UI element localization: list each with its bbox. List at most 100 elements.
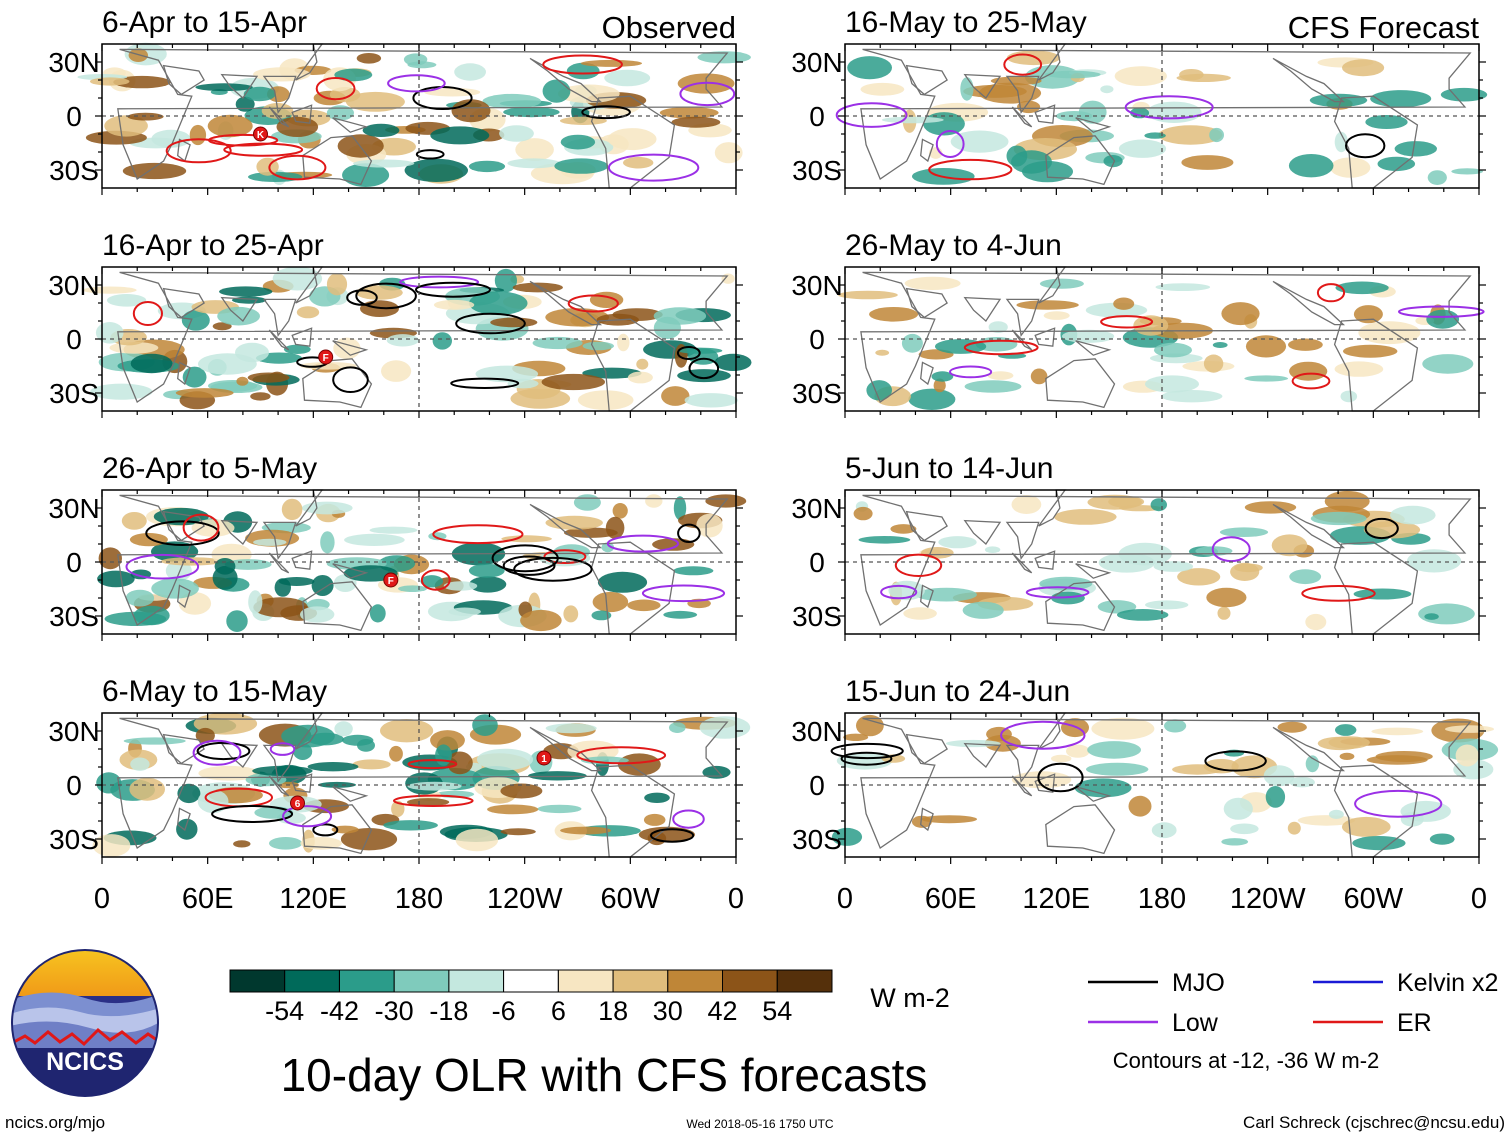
olr-anomaly-blob (1343, 344, 1398, 358)
coastline (529, 726, 603, 772)
olr-anomaly-blob (430, 730, 465, 751)
olr-anomaly-blob (507, 158, 561, 169)
olr-anomaly-blob (177, 783, 201, 804)
coastline (332, 786, 369, 802)
olr-anomaly-blob (89, 77, 130, 86)
olr-anomaly-blob (345, 91, 405, 112)
olr-anomaly-blob (1133, 315, 1169, 336)
olr-anomaly-blob (326, 105, 354, 121)
olr-anomaly-blob (580, 59, 643, 67)
olr-anomaly-blob (577, 390, 634, 410)
coastline (1011, 552, 1033, 574)
olr-anomaly-blob (1455, 744, 1479, 767)
contour-er (182, 513, 220, 542)
olr-anomaly-blob (1440, 87, 1488, 102)
contour-low (192, 739, 242, 766)
coastline (1045, 804, 1116, 855)
contour-mjo (650, 828, 695, 843)
y-tick-label: 0 (809, 770, 825, 801)
olr-anomaly-blob (612, 503, 628, 519)
olr-anomaly-blob (1209, 127, 1224, 143)
olr-anomaly-blob (554, 158, 609, 174)
contour-er (542, 54, 623, 75)
olr-anomaly-blob (669, 722, 686, 733)
olr-anomaly-blob (1422, 354, 1474, 374)
y-tick-label: 30S (49, 824, 99, 855)
olr-anomaly-blob (1074, 778, 1132, 798)
contour-er (894, 553, 943, 577)
coastline (963, 742, 1002, 768)
olr-anomaly-blob (1087, 494, 1142, 510)
y-tick-label: 30S (792, 378, 842, 409)
panel-title: 6-Apr to 15-Apr (102, 6, 307, 39)
panel-title: 5-Jun to 14-Jun (845, 452, 1053, 485)
olr-anomaly-blob (901, 333, 923, 353)
olr-anomaly-blob (424, 87, 481, 97)
panel-title: 16-May to 25-May (845, 6, 1087, 39)
coastline (1272, 280, 1346, 326)
olr-anomaly-blob (253, 67, 311, 82)
olr-anomaly-blob (151, 578, 199, 599)
olr-anomaly-blob (106, 294, 147, 307)
coastline (177, 807, 191, 832)
olr-anomaly-blob (217, 306, 260, 326)
olr-anomaly-blob (333, 337, 361, 360)
olr-anomaly-blob (356, 53, 382, 64)
olr-anomaly-blob (283, 344, 311, 354)
olr-anomaly-blob (1221, 838, 1249, 846)
contour-mjo (830, 742, 904, 760)
olr-anomaly-blob (1145, 375, 1199, 393)
olr-anomaly-blob (866, 380, 892, 401)
continent-outlines (860, 266, 1472, 412)
coastline (268, 552, 290, 574)
x-tick-label: 0 (728, 883, 744, 915)
contour-low (399, 275, 480, 289)
olr-anomaly-blob (843, 733, 869, 741)
olr-anomaly-blob (403, 53, 428, 66)
legend-label: Low (1172, 1009, 1219, 1037)
contour-er (928, 158, 1013, 181)
colorbar-segment (339, 969, 395, 993)
coastline (963, 296, 1002, 322)
olr-anomaly-blob (960, 77, 974, 101)
figure-title: 10-day OLR with CFS forecasts (281, 1049, 928, 1101)
colorbar-segment (284, 969, 340, 993)
coastline (220, 519, 259, 545)
olr-anomaly-blob (1277, 721, 1307, 733)
olr-anomaly-blob (407, 781, 462, 791)
olr-anomaly-blob (97, 570, 135, 588)
olr-anomaly-blob (1039, 278, 1084, 289)
olr-anomaly-blob (198, 353, 257, 375)
continent-outlines (860, 712, 1472, 858)
olr-anomaly-blob (1155, 283, 1211, 291)
x-tick-label: 60E (182, 883, 234, 915)
olr-anomaly-blob (605, 516, 625, 540)
olr-anomaly-blob (671, 116, 721, 128)
filtered-contours (125, 513, 726, 603)
coastline (1034, 104, 1056, 124)
olr-anomaly-blob (1288, 154, 1334, 178)
olr-anomaly-blob (1445, 725, 1494, 733)
olr-anomaly-blob (1234, 563, 1263, 573)
olr-anomaly-blob (334, 68, 373, 82)
legend-item: MJO (1088, 969, 1225, 997)
olr-anomaly-blob (1394, 141, 1438, 157)
olr-anomaly-blob (597, 571, 648, 593)
coastline (1011, 329, 1033, 351)
coastline (1075, 563, 1112, 579)
olr-anomaly-blob (881, 116, 944, 124)
olr-anomaly-blob (253, 538, 287, 546)
olr-anomaly-blob (1100, 85, 1114, 94)
olr-anomaly-blob (1363, 521, 1421, 539)
storm-marker: 1 (536, 750, 552, 766)
olr-anomaly-blob (1366, 755, 1428, 765)
coastline (262, 521, 297, 561)
olr-anomaly-blob (636, 358, 649, 370)
y-tick-label: 30S (792, 155, 842, 186)
olr-anomaly-blob (1128, 795, 1152, 817)
coastline (1272, 57, 1346, 103)
olr-anomaly-blob (1146, 101, 1202, 124)
coastline (291, 550, 313, 570)
olr-anomaly-blob (1097, 600, 1137, 614)
olr-anomaly-blob (1309, 93, 1368, 107)
